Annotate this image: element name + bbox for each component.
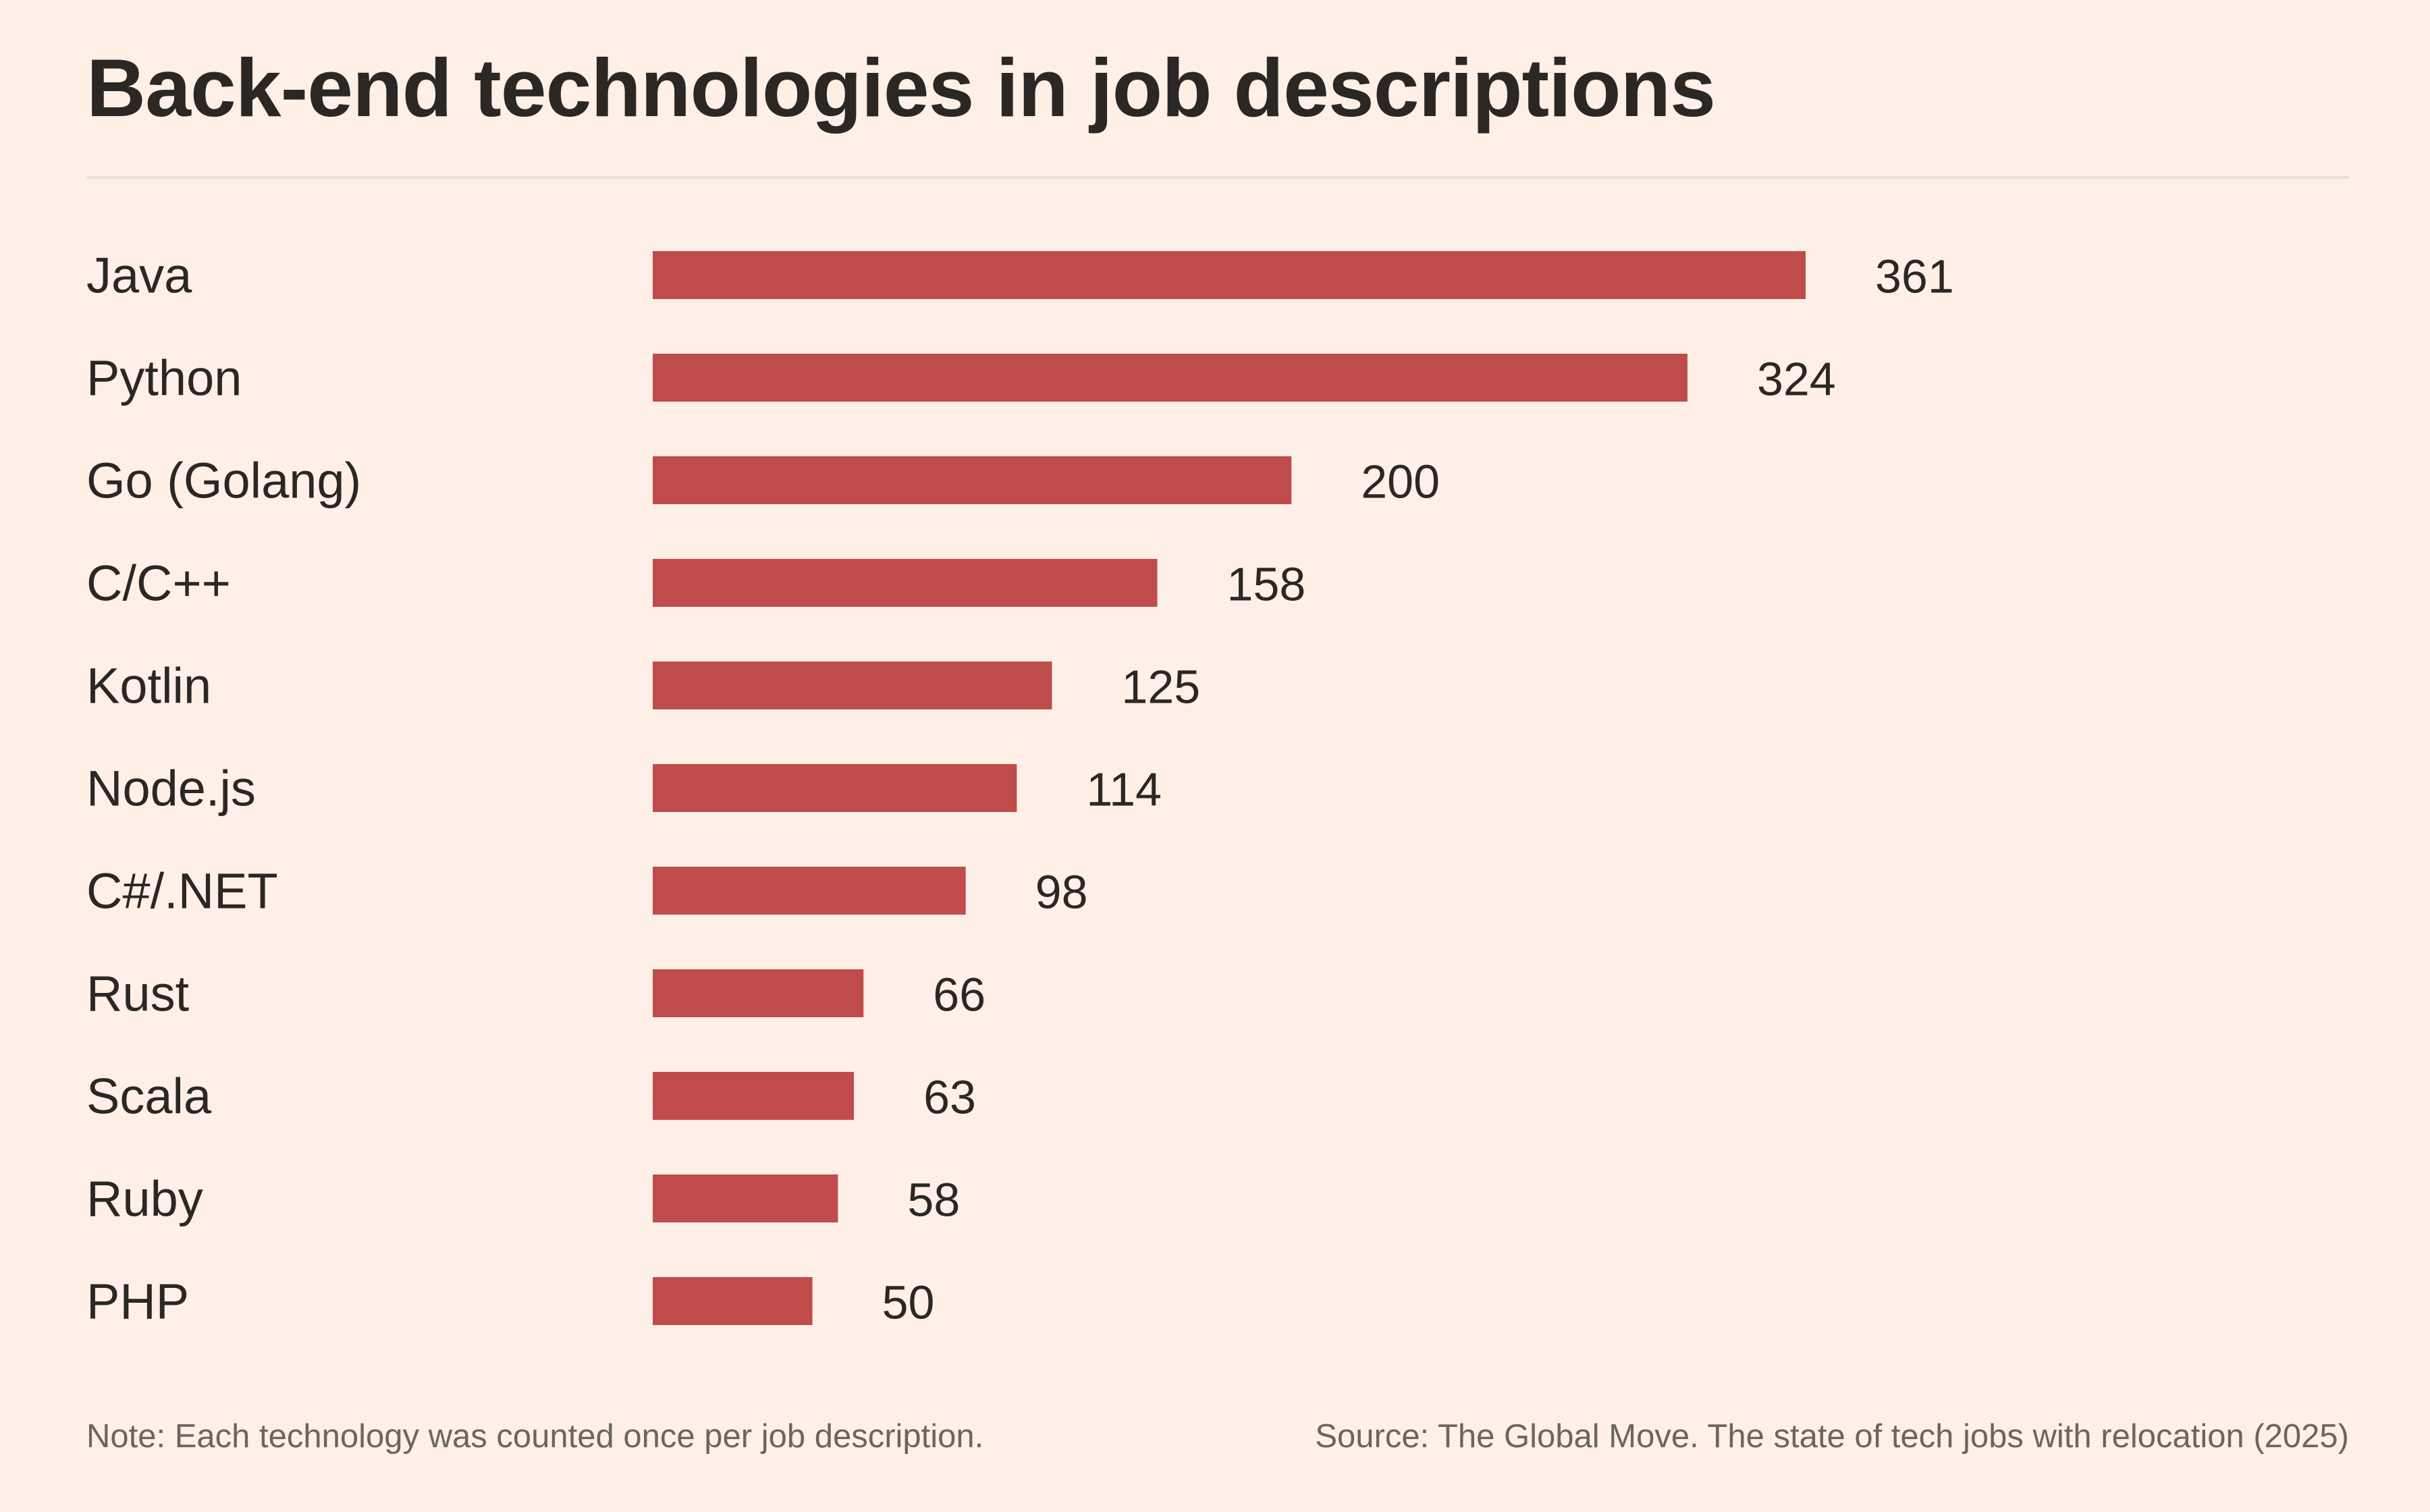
category-label: Node.js [86, 761, 256, 817]
category-label: C/C++ [86, 556, 231, 612]
category-label: Python [86, 350, 242, 406]
chart-note: Note: Each technology was counted once p… [86, 1418, 984, 1455]
value-label: 324 [1757, 353, 1836, 406]
bar-python [653, 354, 1688, 402]
bar-ruby [653, 1174, 838, 1222]
bar-scala [653, 1072, 855, 1120]
category-label: Go (Golang) [86, 453, 361, 509]
bar-c-c- [653, 559, 1158, 607]
value-label: 114 [1086, 763, 1162, 816]
bar-go-golang- [653, 456, 1292, 504]
value-label: 361 [1875, 250, 1954, 303]
category-label: PHP [86, 1274, 189, 1330]
category-label: C#/.NET [86, 863, 278, 919]
category-label: Ruby [86, 1171, 203, 1227]
chart-source: Source: The Global Move. The state of te… [1315, 1418, 2349, 1455]
value-label: 50 [882, 1276, 935, 1329]
bar-c-net [653, 867, 966, 915]
value-label: 66 [933, 969, 986, 1021]
value-label: 63 [923, 1071, 976, 1124]
bar-rust [653, 969, 864, 1017]
category-label: Rust [86, 966, 190, 1022]
title-divider [86, 176, 2349, 179]
bar-node-js [653, 764, 1017, 812]
value-label: 98 [1035, 866, 1088, 919]
bar-php [653, 1277, 813, 1325]
value-label: 125 [1121, 661, 1200, 713]
chart-title: Back-end technologies in job description… [86, 42, 1716, 134]
value-label: 158 [1227, 558, 1306, 611]
category-label: Kotlin [86, 658, 211, 714]
category-label: Scala [86, 1069, 212, 1125]
value-label: 58 [907, 1174, 960, 1226]
bar-kotlin [653, 662, 1052, 709]
value-label: 200 [1361, 456, 1440, 508]
bar-java [653, 251, 1806, 299]
category-label: Java [86, 248, 192, 304]
